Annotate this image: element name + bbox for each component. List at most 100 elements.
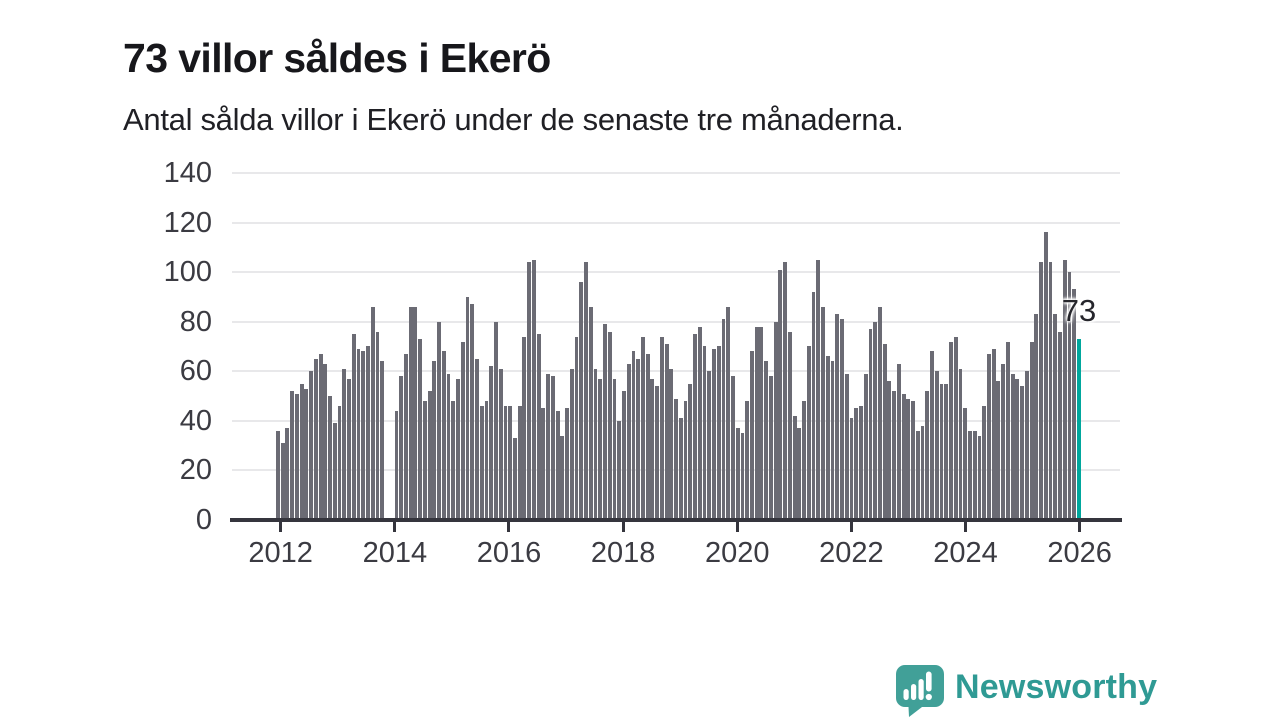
bar (669, 368, 674, 520)
bar (332, 423, 337, 520)
bar (588, 306, 593, 520)
bar (294, 393, 299, 520)
bar (565, 408, 569, 520)
bar (579, 282, 584, 520)
bar (854, 408, 859, 520)
y-tick-label: 100 (163, 256, 212, 289)
bar (806, 346, 811, 520)
bar (456, 378, 460, 520)
x-tick (1078, 519, 1082, 532)
bar (465, 296, 470, 520)
bar (963, 408, 968, 520)
bar (1034, 314, 1039, 520)
x-tick-label: 2026 (1047, 537, 1112, 569)
bar (351, 334, 356, 520)
bar (494, 321, 498, 520)
bar (835, 314, 840, 520)
x-tick (279, 519, 283, 532)
bar (645, 353, 650, 520)
bar (517, 405, 522, 520)
bar (498, 368, 503, 520)
bar (697, 326, 702, 520)
bar (863, 373, 868, 520)
gridline (232, 221, 1120, 224)
newsworthy-logo-icon (896, 665, 944, 717)
bar (707, 371, 712, 520)
bar (413, 306, 418, 520)
bar (607, 331, 612, 520)
bar (811, 291, 816, 520)
bar (441, 351, 446, 520)
bar (408, 306, 413, 520)
bar (787, 331, 792, 520)
bar (366, 346, 370, 520)
x-tick (849, 519, 853, 532)
bar (475, 358, 479, 520)
bar (678, 418, 683, 520)
y-tick-label: 80 (179, 305, 212, 338)
bar (399, 376, 404, 520)
bar (276, 430, 280, 520)
bar (750, 351, 754, 520)
bar (944, 383, 949, 520)
bar (939, 383, 944, 520)
bar (1024, 371, 1029, 520)
bar (901, 393, 906, 520)
bar (655, 386, 660, 520)
bar (868, 329, 873, 520)
bar (531, 259, 536, 520)
bar (626, 363, 631, 520)
bar (460, 341, 465, 520)
bar (380, 361, 385, 520)
bar (702, 346, 707, 520)
bar (920, 425, 925, 520)
bar (437, 321, 441, 520)
bar (958, 368, 963, 520)
bar (290, 391, 295, 520)
bar (1010, 373, 1015, 520)
bar (631, 351, 636, 520)
bar (617, 420, 622, 520)
bar (1039, 262, 1043, 520)
bar (849, 418, 854, 520)
y-tick-label: 40 (179, 404, 212, 437)
bar (328, 396, 332, 520)
bar (1053, 314, 1058, 520)
bar (1043, 232, 1048, 520)
newsworthy-wordmark: Newsworthy (955, 668, 1158, 706)
bar (844, 373, 849, 520)
bar (759, 326, 764, 520)
x-tick-label: 2016 (476, 537, 542, 569)
bar (773, 321, 778, 520)
bar (527, 262, 532, 520)
bar (830, 361, 835, 520)
y-tick-label: 0 (195, 504, 212, 536)
gridline (232, 271, 1120, 274)
bar (816, 259, 821, 520)
bar (840, 319, 844, 520)
bar (337, 405, 342, 520)
y-tick-label: 60 (179, 355, 212, 388)
bar (726, 306, 731, 520)
bar (304, 388, 309, 520)
bar (598, 378, 603, 520)
bar (764, 361, 769, 520)
bar (877, 306, 882, 520)
x-tick (621, 519, 625, 532)
bar (432, 361, 437, 520)
bar (569, 368, 574, 520)
bar (370, 306, 375, 520)
y-tick-label: 20 (179, 454, 212, 487)
bar (930, 351, 934, 520)
page-title: 73 villor såldes i Ekerö (123, 35, 551, 82)
bar (896, 363, 901, 520)
bar (659, 336, 664, 520)
bar (982, 405, 987, 520)
bar (911, 401, 915, 520)
bar (674, 398, 678, 520)
bar (446, 373, 451, 520)
y-tick-label: 120 (163, 206, 212, 239)
x-tick-label: 2024 (933, 537, 998, 569)
bar (778, 269, 783, 520)
bar (318, 353, 323, 520)
